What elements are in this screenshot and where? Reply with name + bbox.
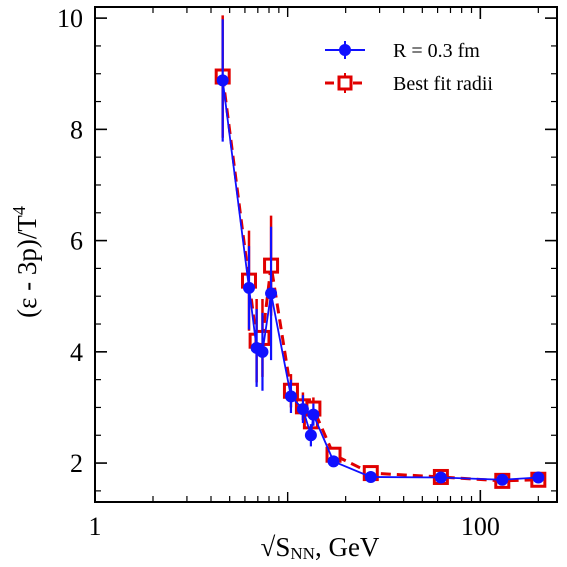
x-tick-label-0: 1 <box>89 512 102 541</box>
x-tick-label-1: 100 <box>461 512 500 541</box>
marker-r-0-3-fm-10 <box>364 470 377 483</box>
y-axis-label: (ε - 3p)/T4 <box>9 206 42 318</box>
y-tick-label-1: 4 <box>70 338 83 367</box>
legend-label-2: Best fit radii <box>393 73 493 95</box>
plot-frame <box>94 6 558 503</box>
plot-area <box>214 15 547 489</box>
marker-r-0-3-fm-0 <box>216 74 229 87</box>
marker-r-0-3-fm-8 <box>307 408 320 421</box>
y-tick-label-4: 10 <box>57 4 83 33</box>
marker-r-0-3-fm-5 <box>284 390 297 403</box>
legend-box <box>278 32 528 112</box>
y-tick-label-0: 2 <box>70 449 83 478</box>
marker-r-0-3-fm-13 <box>532 471 545 484</box>
y-tick-label-3: 8 <box>70 115 83 144</box>
marker-r-0-3-fm-3 <box>256 345 269 358</box>
series-group <box>214 15 547 489</box>
axes: 2 4 6 8 10 1 100 <box>57 4 558 541</box>
marker-r-0-3-fm-1 <box>243 281 256 294</box>
x-axis-label: √SNN, GeV <box>261 532 380 563</box>
legend: R = 0.3 fm Best fit radii <box>278 32 528 112</box>
marker-r-0-3-fm-7 <box>304 429 317 442</box>
y-tick-label-2: 6 <box>70 227 83 256</box>
legend-marker-2 <box>337 75 353 91</box>
legend-label-1: R = 0.3 fm <box>393 40 480 62</box>
marker-r-0-3-fm-9 <box>327 455 340 468</box>
marker-r-0-3-fm-4 <box>265 287 278 300</box>
marker-r-0-3-fm-11 <box>434 471 447 484</box>
legend-entry-1: R = 0.3 fm <box>325 40 480 62</box>
marker-r-0-3-fm-6 <box>296 403 309 416</box>
marker-r-0-3-fm-12 <box>496 473 509 486</box>
legend-marker-1 <box>339 44 351 56</box>
legend-entry-2: Best fit radii <box>325 73 493 95</box>
